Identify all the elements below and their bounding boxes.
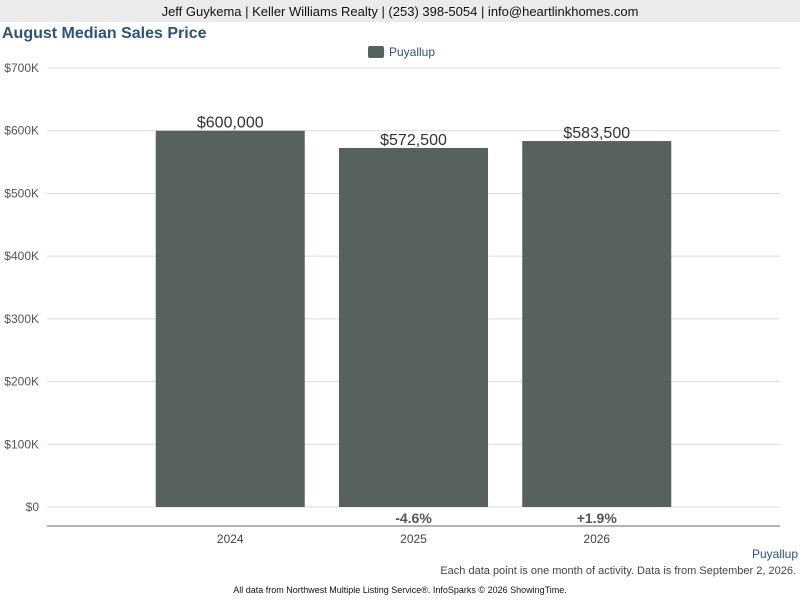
legend-label: Puyallup xyxy=(389,45,436,59)
y-tick-label: $500K xyxy=(4,186,39,200)
change-label: +1.9% xyxy=(577,510,618,526)
legend-swatch xyxy=(368,46,384,58)
area-label[interactable]: Puyallup xyxy=(751,547,798,561)
y-tick-label: $100K xyxy=(4,437,39,451)
contact-header: Jeff Guykema | Keller Williams Realty | … xyxy=(0,0,800,22)
chart-title: August Median Sales Price xyxy=(2,25,207,42)
data-source: All data from Northwest Multiple Listing… xyxy=(233,585,567,595)
x-tick-label: 2024 xyxy=(217,532,244,546)
legend[interactable]: Puyallup xyxy=(368,45,435,59)
bar xyxy=(155,130,305,507)
bar xyxy=(339,147,488,508)
bar xyxy=(522,141,672,508)
change-label: -4.6% xyxy=(395,510,432,526)
bar-value-label: $600,000 xyxy=(197,115,264,132)
x-tick-label: 2025 xyxy=(400,532,427,546)
y-tick-label: $200K xyxy=(4,375,39,389)
data-note: Each data point is one month of activity… xyxy=(440,565,796,577)
y-tick-label: $0 xyxy=(26,500,40,514)
y-tick-label: $300K xyxy=(4,312,39,326)
y-tick-label: $700K xyxy=(4,61,39,75)
x-tick-label: 2026 xyxy=(583,532,610,546)
y-tick-label: $600K xyxy=(4,124,39,138)
bar-value-label: $583,500 xyxy=(563,125,630,142)
y-tick-label: $400K xyxy=(4,249,39,263)
bar-value-label: $572,500 xyxy=(380,132,447,149)
